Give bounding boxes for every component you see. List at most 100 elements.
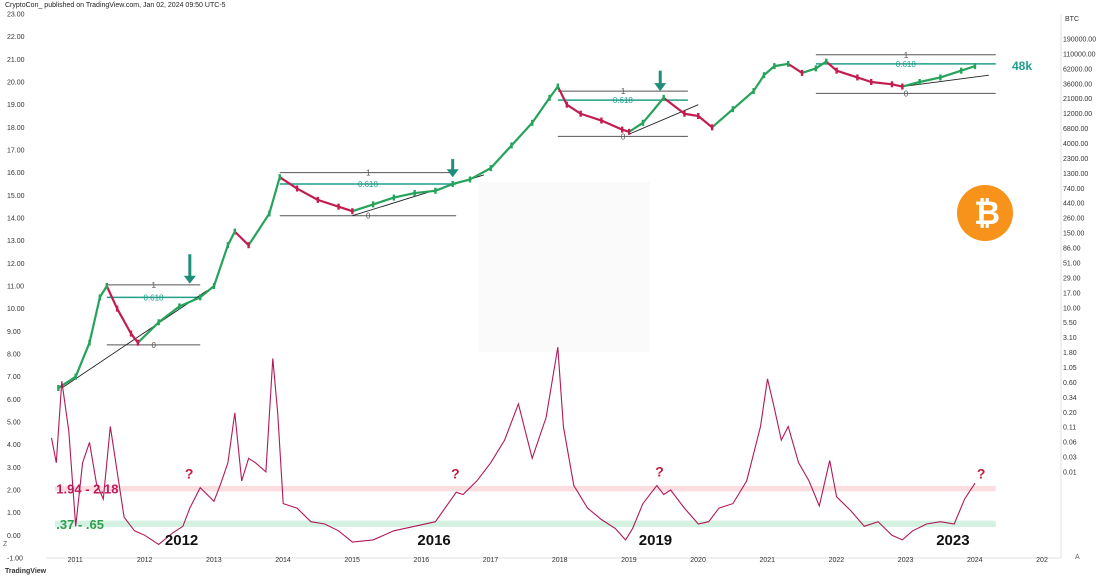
question-mark: ? (185, 466, 194, 482)
right-axis-tick: 36000.00 (1063, 81, 1092, 88)
right-axis-tick: 51.00 (1063, 260, 1081, 267)
price-candle (973, 63, 977, 70)
right-axis-tick: 86.00 (1063, 246, 1081, 253)
right-axis-tick: 0.03 (1063, 455, 1077, 462)
price-segment (317, 198, 339, 208)
price-segment (891, 83, 903, 88)
price-candle (579, 110, 582, 117)
price-candle (178, 303, 181, 310)
watermark-box (478, 182, 650, 352)
price-segment (452, 178, 471, 186)
price-candle (226, 242, 230, 249)
price-candle (901, 83, 904, 90)
question-mark: ? (977, 466, 986, 482)
right-axis-tick: 3.10 (1063, 335, 1077, 342)
lower-band-label: .37 - .65 (56, 517, 104, 532)
x-axis-tick: 2023 (898, 557, 914, 564)
price-segment (279, 176, 298, 190)
upper-band (54, 485, 996, 492)
price-segment (580, 112, 602, 122)
left-axis-tick: 18.00 (7, 125, 25, 132)
price-candle (74, 373, 77, 380)
tradingview-logo: TradingView (5, 568, 47, 575)
price-candle (98, 294, 102, 301)
left-axis-tick: 6.00 (7, 397, 21, 404)
price-candle (278, 174, 281, 181)
price-segment (628, 121, 644, 133)
fib-label-1: 1 (621, 87, 626, 96)
price-candle (57, 385, 60, 391)
left-axis-tick: 17.00 (7, 148, 25, 155)
price-candle (105, 283, 109, 289)
published-header: CryptoCon_ published on TradingView.com,… (5, 2, 226, 9)
price-candle (870, 79, 873, 85)
currency-label: BTC (1065, 16, 1079, 23)
fib-label-618: 0.618 (613, 96, 634, 105)
right-axis-tick: 0.34 (1063, 395, 1077, 402)
left-axis-tick: -1.00 (7, 556, 23, 563)
year-label: 2012 (165, 532, 198, 549)
price-candle (510, 142, 513, 149)
price-candle (316, 196, 319, 203)
price-segment (566, 103, 582, 115)
left-axis-tick: 7.00 (7, 374, 21, 381)
price-segment (268, 176, 281, 214)
price-segment (732, 90, 755, 111)
price-candle (434, 187, 437, 194)
right-axis-tick: 110000.00 (1063, 51, 1096, 58)
price-segment (774, 62, 789, 68)
signal-arrow-head (446, 169, 459, 178)
price-candle (531, 119, 534, 126)
price-candle (295, 185, 299, 192)
question-mark: ? (655, 463, 664, 479)
price-segment (199, 285, 215, 299)
price-segment (105, 285, 119, 310)
fib-label-1: 1 (151, 281, 156, 290)
right-axis-tick: 1300.00 (1063, 171, 1088, 178)
year-label: 2023 (936, 532, 969, 549)
price-candle (800, 69, 804, 76)
price-segment (642, 97, 665, 124)
left-axis-tick: 8.00 (7, 352, 21, 359)
auto-scale-button[interactable]: A (1075, 554, 1080, 561)
x-axis-tick: 2013 (206, 557, 222, 564)
price-segment (338, 205, 353, 213)
right-axis-tick: 17.00 (1063, 290, 1081, 297)
fib-label-0: 0 (151, 341, 156, 350)
question-mark: ? (451, 466, 460, 482)
price-candle (710, 124, 714, 131)
price-segment (469, 167, 492, 181)
price-candle (136, 339, 140, 346)
right-axis-tick: 740.00 (1063, 186, 1085, 193)
price-segment (531, 97, 551, 124)
fib-label-0: 0 (904, 89, 909, 98)
price-candle (918, 79, 921, 85)
price-segment (74, 342, 91, 378)
price-segment (815, 60, 827, 70)
price-segment (88, 297, 101, 343)
price-segment (296, 187, 319, 201)
left-axis-tick: 13.00 (7, 238, 25, 245)
price-candle (115, 305, 119, 312)
left-axis-tick: 5.00 (7, 420, 21, 427)
trend-line (628, 104, 699, 135)
price-segment (857, 76, 872, 84)
right-axis-tick: 1.05 (1063, 365, 1077, 372)
right-axis-tick: 260.00 (1063, 216, 1085, 223)
price-segment (919, 76, 941, 84)
price-segment (548, 85, 559, 99)
indicator-line (50, 347, 976, 546)
price-candle (198, 294, 202, 301)
left-axis-tick: 14.00 (7, 216, 25, 223)
current-price-label: 48k (1012, 59, 1032, 73)
right-axis-tick: 2300.00 (1063, 156, 1088, 163)
price-segment (372, 196, 395, 206)
price-candle (157, 319, 160, 326)
bitcoin-icon (957, 185, 1013, 241)
left-axis-tick: 3.00 (7, 465, 21, 472)
price-segment (510, 122, 534, 147)
bitcoin-symbol-icon: ₿ (974, 194, 1000, 232)
price-segment (940, 69, 962, 79)
fib-label-618: 0.618 (896, 60, 917, 69)
